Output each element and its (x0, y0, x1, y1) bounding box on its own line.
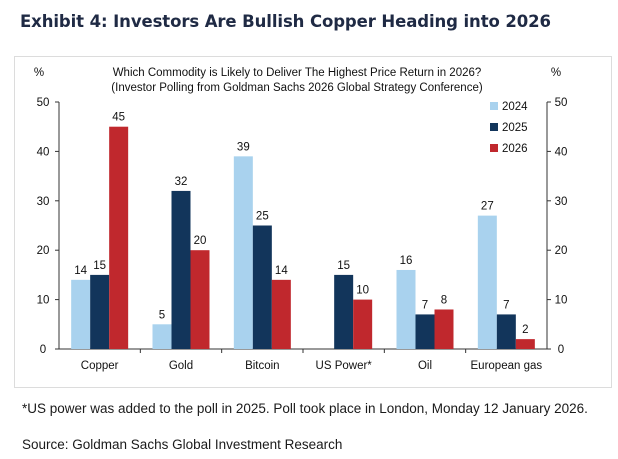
y-tick-label-right: 40 (555, 146, 568, 158)
x-tick-label: Gold (169, 360, 193, 372)
bar-2026 (271, 279, 291, 349)
data-label-2026: 8 (441, 294, 447, 306)
y-tick-label-left: 40 (37, 146, 50, 158)
y-tick-label-right: 30 (555, 196, 568, 208)
footnote: *US power was added to the poll in 2025.… (22, 401, 588, 416)
bar-2026 (109, 126, 129, 349)
y-tick-label-left: 0 (40, 344, 46, 356)
data-label-2026: 14 (275, 265, 288, 277)
y-tick-label-right: 20 (555, 245, 568, 257)
y-tick-label-left: 50 (37, 97, 50, 109)
data-label-2026: 2 (522, 324, 528, 336)
data-label-2025: 7 (422, 299, 428, 311)
x-tick-label: Oil (418, 360, 432, 372)
x-tick-label: Bitcoin (245, 360, 280, 372)
bar-2024 (233, 156, 253, 349)
data-label-2025: 15 (93, 260, 106, 272)
data-label-2025: 25 (256, 211, 269, 223)
y-tick-label-right: 10 (555, 295, 568, 307)
y-axis-label-right: % (551, 67, 561, 79)
x-tick-label: Copper (81, 360, 119, 372)
y-tick-label-right: 50 (555, 97, 568, 109)
data-label-2025: 15 (337, 260, 350, 272)
chart-panel: Which Commodity is Likely to Deliver The… (14, 56, 612, 388)
data-label-2024: 16 (400, 255, 413, 267)
bar-2026 (190, 250, 210, 349)
legend-swatch-2025 (490, 123, 498, 131)
legend-swatch-2024 (490, 102, 498, 110)
legend-label-2025: 2025 (502, 122, 528, 134)
chart-title: Which Commodity is Likely to Deliver The… (113, 67, 482, 79)
bar-chart: Which Commodity is Likely to Deliver The… (34, 67, 568, 372)
x-tick-label: US Power* (316, 360, 373, 372)
exhibit-title: Exhibit 4: Investors Are Bullish Copper … (20, 12, 551, 31)
data-label-2026: 10 (356, 285, 369, 297)
bar-2024 (477, 215, 497, 349)
bar-2026 (515, 339, 535, 349)
legend-label-2024: 2024 (502, 101, 528, 113)
legend-swatch-2026 (490, 144, 498, 152)
bar-2025 (496, 314, 516, 349)
bar-2026 (434, 309, 454, 349)
y-axis-label-left: % (34, 67, 44, 79)
bar-2025 (252, 225, 272, 349)
data-label-2024: 39 (237, 141, 250, 153)
bar-2025 (334, 274, 354, 349)
legend-label-2026: 2026 (502, 143, 528, 155)
bar-2024 (71, 279, 91, 349)
y-tick-label-left: 20 (37, 245, 50, 257)
y-tick-label-left: 10 (37, 295, 50, 307)
bar-2024 (152, 324, 172, 349)
bar-2024 (396, 269, 416, 349)
bar-2025 (415, 314, 435, 349)
bar-2025 (171, 190, 191, 349)
bar-2026 (353, 299, 373, 349)
data-label-2024: 5 (159, 309, 165, 321)
bar-2025 (90, 274, 110, 349)
data-label-2024: 14 (74, 265, 87, 277)
data-label-2024: 27 (481, 201, 494, 213)
data-label-2026: 20 (194, 235, 207, 247)
data-label-2025: 7 (503, 299, 509, 311)
y-tick-label-left: 30 (37, 196, 50, 208)
chart-subtitle: (Investor Polling from Goldman Sachs 202… (111, 82, 483, 94)
source-note: Source: Goldman Sachs Global Investment … (22, 437, 343, 452)
data-label-2025: 32 (175, 176, 188, 188)
y-tick-label-right: 0 (558, 344, 564, 356)
data-label-2026: 45 (112, 112, 125, 124)
x-tick-label: European gas (471, 360, 543, 372)
